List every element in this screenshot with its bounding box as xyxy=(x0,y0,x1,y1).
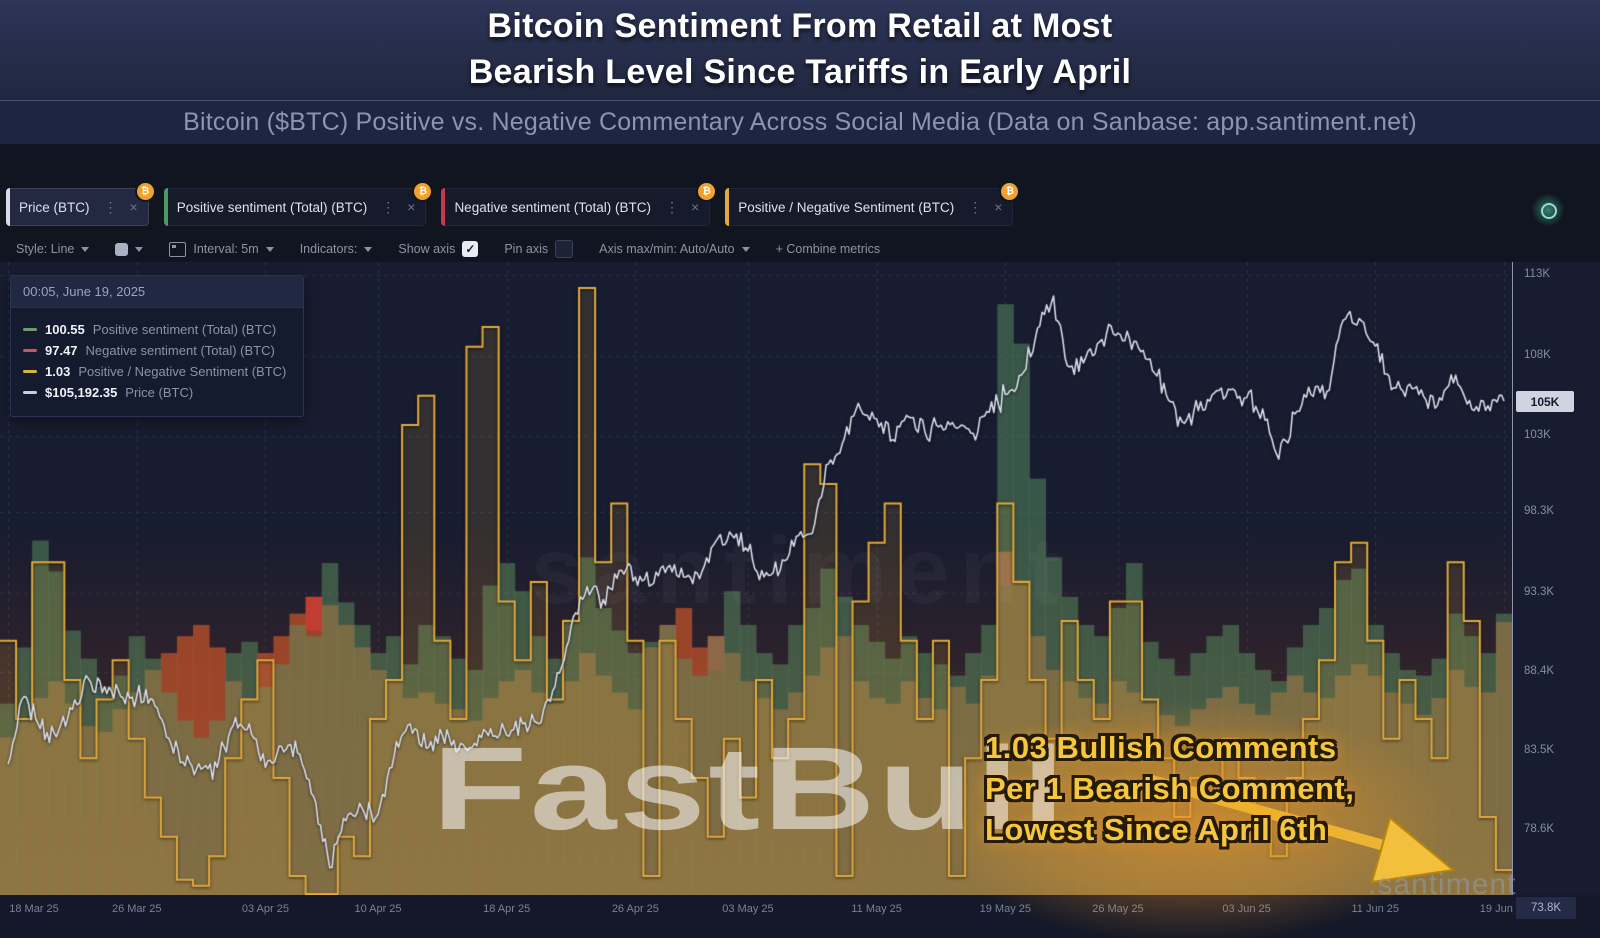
chart-area: santiment 113K 108K 103K 98.3K 93.3K 88.4K 83.… xyxy=(0,262,1600,938)
metric-tab-2[interactable]: Negative sentiment (Total) (BTC) ⋮ × ₿ xyxy=(441,181,718,226)
x-axis-label: 10 Apr 25 xyxy=(354,903,402,915)
chart-tooltip: 00:05, June 19, 2025 100.55 Positive sent… xyxy=(10,275,304,417)
header: Bitcoin Sentiment From Retail at Most Be… xyxy=(0,0,1600,100)
x-axis-label: 03 May 25 xyxy=(722,903,774,915)
tab-accent-bar xyxy=(163,188,168,226)
toolbar-interval-5m[interactable]: Interval: 5m xyxy=(169,241,274,257)
tooltip-row: $105,192.35 Price (BTC) xyxy=(23,385,291,400)
tab-close-icon[interactable]: × xyxy=(691,199,700,215)
metric-tab-0[interactable]: Price (BTC) ⋮ × ₿ xyxy=(6,181,156,226)
metric-tabbar: Price (BTC) ⋮ × ₿ Positive sentiment (Total)… xyxy=(6,181,1021,226)
checked-checkbox[interactable]: ✓ xyxy=(462,241,479,257)
chevron-down-icon xyxy=(81,246,90,252)
chevron-down-icon xyxy=(741,246,750,252)
subtitle-bar: Bitcoin ($BTC) Positive vs. Negative Com… xyxy=(0,100,1600,144)
tooltip-timestamp: 00:05, June 19, 2025 xyxy=(11,276,303,308)
annotation-line2: Per 1 Bearish Comment, xyxy=(985,771,1355,806)
tab-label: Negative sentiment (Total) (BTC) xyxy=(454,199,651,215)
x-axis-label: 18 Mar 25 xyxy=(9,903,59,915)
btc-badge-icon: ₿ xyxy=(999,181,1021,202)
tooltip-row: 97.47 Negative sentiment (Total) (BTC) xyxy=(23,343,291,358)
y-axis-label: 108K xyxy=(1524,348,1551,361)
annotation-line1: 1.03 Bullish Comments xyxy=(985,730,1337,765)
tooltip-rows: 100.55 Positive sentiment (Total) (BTC) 97… xyxy=(11,308,303,416)
metric-tab-3[interactable]: Positive / Negative Sentiment (BTC) ⋮ × ₿ xyxy=(725,181,1021,226)
chevron-down-icon xyxy=(364,246,373,252)
annotation-line3: Lowest Since April 6th xyxy=(985,812,1328,847)
x-axis-label: 26 Apr 25 xyxy=(611,903,659,915)
toolbar-axis-max-min-auto-auto[interactable]: Axis max/min: Auto/Auto xyxy=(599,242,750,256)
chart-toolbar: Style: Line Interval: 5m Indicators: Show a… xyxy=(16,238,880,260)
interval-calendar-icon xyxy=(169,241,187,257)
btc-badge-icon: ₿ xyxy=(412,181,434,202)
tab-options-icon[interactable]: ⋮ xyxy=(968,198,983,215)
fastbull-watermark: FastBull xyxy=(432,723,1068,855)
y-axis-label: 113K xyxy=(1524,268,1551,280)
page-title-line1: Bitcoin Sentiment From Retail at Most xyxy=(487,7,1113,45)
tab-label: Price (BTC) xyxy=(19,199,90,215)
tab-accent-bar xyxy=(725,188,730,226)
y-axis-label: 78.6K xyxy=(1524,823,1555,836)
santiment-center-watermark: santiment xyxy=(320,517,1280,626)
x-axis-label: 11 May 25 xyxy=(851,903,902,915)
series-color-swatch[interactable] xyxy=(115,242,129,256)
series-dash-icon xyxy=(23,370,37,373)
page-title-line2: Bearish Level Since Tariffs in Early Apr… xyxy=(468,53,1132,91)
toolbar-pin-axis[interactable]: Pin axis xyxy=(504,240,574,258)
chevron-down-icon xyxy=(265,246,274,252)
y-axis-label: 93.3K xyxy=(1524,586,1555,599)
support-chat-icon[interactable] xyxy=(1532,194,1564,226)
unchecked-checkbox[interactable] xyxy=(555,240,574,258)
toolbar-show-axis[interactable]: Show axis ✓ xyxy=(398,241,479,257)
toolbar-indicators[interactable]: Indicators: xyxy=(300,242,373,256)
btc-badge-icon: ₿ xyxy=(696,181,718,202)
btc-badge-icon: ₿ xyxy=(134,181,156,202)
series-dash-icon xyxy=(23,349,37,352)
toolbar-combine-metrics[interactable]: + Combine metrics xyxy=(775,242,881,256)
current-price-badge: 105K xyxy=(1516,391,1574,413)
tab-options-icon[interactable]: ⋮ xyxy=(665,198,679,215)
annotation-text: 1.03 Bullish Comments Per 1 Bearish Comm… xyxy=(985,727,1354,850)
tooltip-row: 100.55 Positive sentiment (Total) (BTC) xyxy=(23,322,291,337)
page-subtitle: Bitcoin ($BTC) Positive vs. Negative Com… xyxy=(183,108,1417,136)
metric-tab-1[interactable]: Positive sentiment (Total) (BTC) ⋮ × ₿ xyxy=(163,181,434,226)
tab-close-icon[interactable]: × xyxy=(994,199,1003,215)
tab-accent-bar xyxy=(6,188,10,226)
y-axis-label: 88.4K xyxy=(1524,665,1555,678)
toolbar-color-swatch[interactable] xyxy=(115,242,144,256)
axis-min-badge: 73.8K xyxy=(1516,897,1576,919)
price-axis-line xyxy=(1512,262,1513,895)
tab-label: Positive sentiment (Total) (BTC) xyxy=(176,199,368,215)
toolbar-style-line[interactable]: Style: Line xyxy=(16,242,90,256)
tab-close-icon[interactable]: × xyxy=(129,199,138,215)
chevron-down-icon xyxy=(135,246,144,252)
tab-options-icon[interactable]: ⋮ xyxy=(103,198,118,215)
x-axis-label: 26 Mar 25 xyxy=(111,903,162,915)
santiment-bottom-watermark: .santiment xyxy=(1368,868,1517,901)
tooltip-row: 1.03 Positive / Negative Sentiment (BTC) xyxy=(23,364,291,379)
y-axis-label: 98.3K xyxy=(1524,505,1555,518)
tab-options-icon[interactable]: ⋮ xyxy=(381,198,396,215)
y-axis-label: 83.5K xyxy=(1524,744,1555,757)
tab-close-icon[interactable]: × xyxy=(407,199,416,215)
tab-label: Positive / Negative Sentiment (BTC) xyxy=(738,199,955,215)
y-axis-label: 103K xyxy=(1524,429,1551,442)
series-dash-icon xyxy=(23,391,37,394)
x-axis-label: 18 Apr 25 xyxy=(483,903,531,915)
tab-accent-bar xyxy=(441,188,446,226)
series-dash-icon xyxy=(23,328,37,331)
x-axis-label: 03 Apr 25 xyxy=(241,903,289,915)
